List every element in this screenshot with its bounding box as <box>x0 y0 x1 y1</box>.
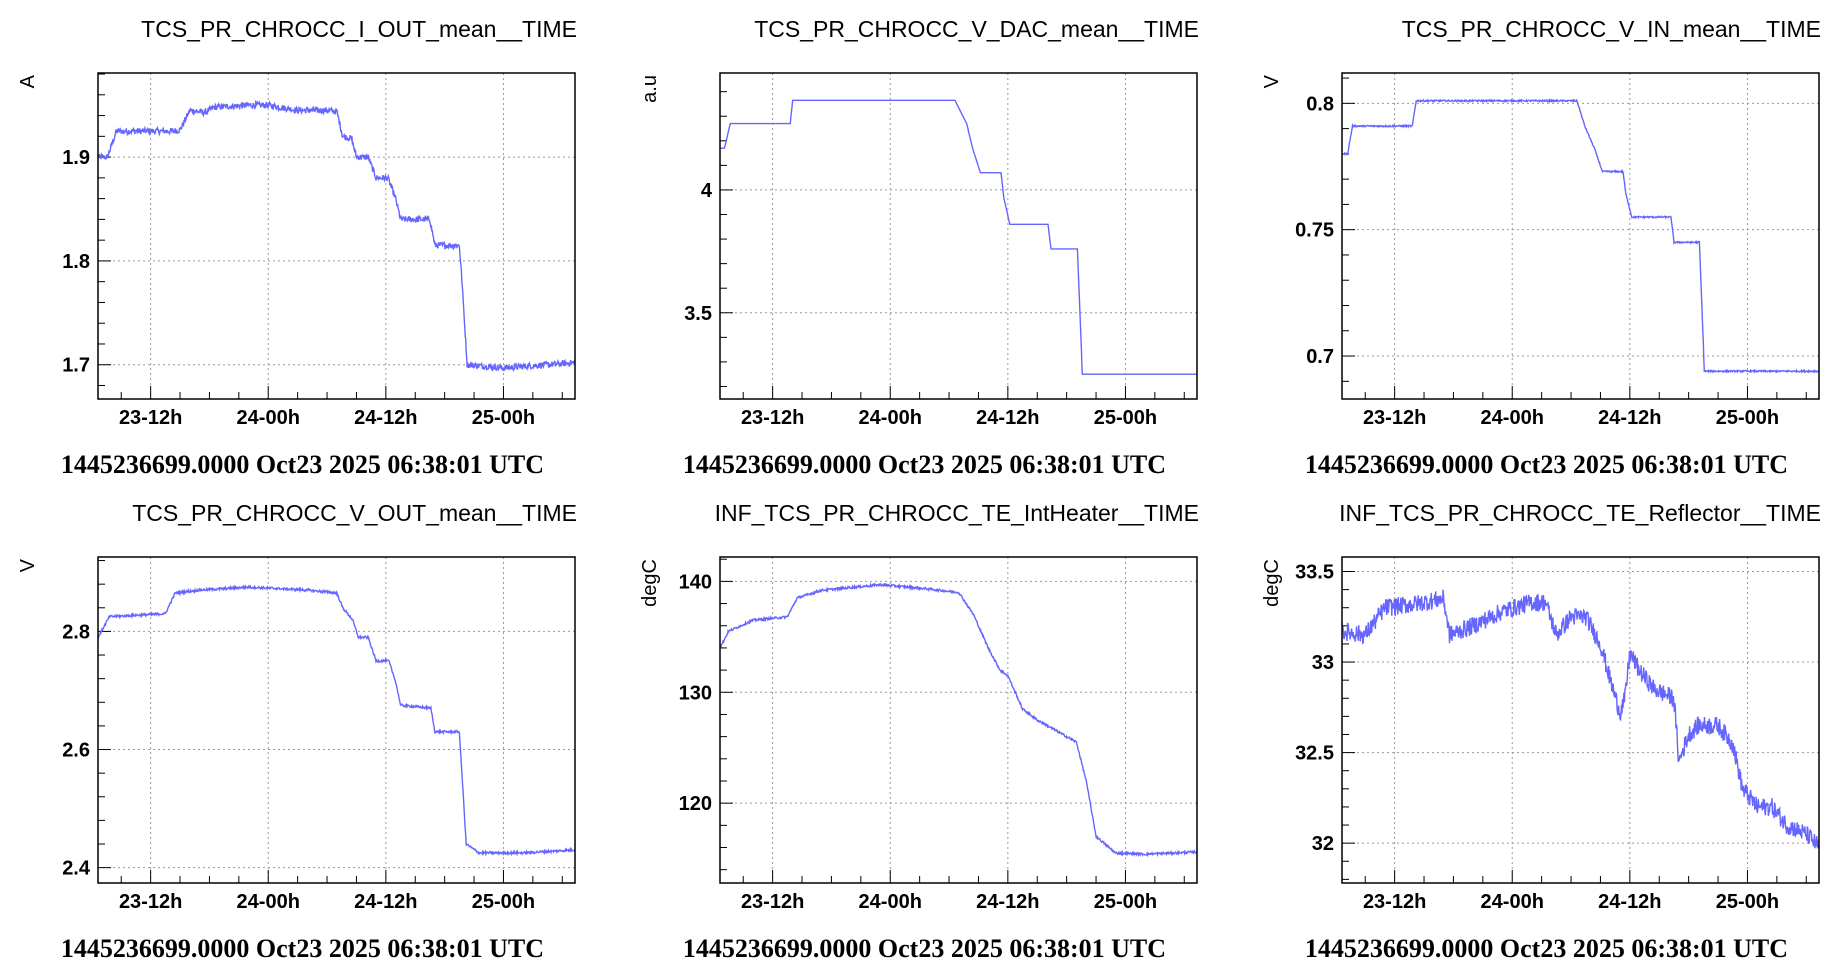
chart-panel: TCS_PR_CHROCC_V_IN_mean__TIME V 0.7 0.75 0.8… <box>1261 16 1821 479</box>
x-tick-label: 23-12h <box>1363 891 1426 913</box>
data-series-line <box>719 582 1198 858</box>
x-tick-label: 24-00h <box>859 407 922 429</box>
chart-title: TCS_PR_CHROCC_V_OUT_mean__TIME <box>132 500 577 526</box>
y-axis-label: a.u <box>639 75 661 103</box>
x-tick-label: 25-00h <box>472 407 535 429</box>
x-tick-label: 23-12h <box>741 891 804 913</box>
y-axis-label: A <box>17 74 39 88</box>
y-tick-label: 0.7 <box>1306 346 1334 368</box>
y-axis-label: V <box>1261 74 1283 88</box>
x-tick-label: 24-00h <box>237 891 300 913</box>
x-tick-label: 25-00h <box>1094 407 1157 429</box>
x-tick-label: 23-12h <box>1363 407 1426 429</box>
timestamp-footer: 1445236699.0000 Oct23 2025 06:38:01 UTC <box>61 450 544 479</box>
plot-frame <box>1341 556 1820 884</box>
data-series-line <box>1342 98 1819 374</box>
y-tick-label: 120 <box>679 793 712 815</box>
plot-frame <box>719 556 1198 884</box>
timestamp-footer: 1445236699.0000 Oct23 2025 06:38:01 UTC <box>1305 934 1788 962</box>
y-tick-label: 0.75 <box>1295 220 1334 242</box>
x-tick-label: 24-00h <box>237 407 300 429</box>
data-series-line <box>97 584 576 857</box>
timestamp-footer: 1445236699.0000 Oct23 2025 06:38:01 UTC <box>61 934 544 962</box>
x-tick-label: 24-12h <box>976 407 1039 429</box>
y-tick-label: 32.5 <box>1295 743 1334 765</box>
y-tick-label: 1.9 <box>62 147 90 169</box>
x-tick-label: 24-12h <box>354 407 417 429</box>
data-series-line <box>97 99 576 373</box>
timestamp-footer: 1445236699.0000 Oct23 2025 06:38:01 UTC <box>683 934 1166 962</box>
x-tick-label: 24-00h <box>859 891 922 913</box>
y-tick-label: 140 <box>679 571 712 593</box>
x-tick-label: 24-12h <box>976 891 1039 913</box>
y-tick-label: 32 <box>1312 833 1334 855</box>
x-tick-label: 24-00h <box>1481 407 1544 429</box>
plot-frame <box>1341 72 1820 400</box>
chart-title: INF_TCS_PR_CHROCC_TE_IntHeater__TIME <box>715 500 1199 526</box>
timestamp-footer: 1445236699.0000 Oct23 2025 06:38:01 UTC <box>683 450 1166 479</box>
chart-title: TCS_PR_CHROCC_V_DAC_mean__TIME <box>754 16 1199 42</box>
x-tick-label: 24-00h <box>1481 891 1544 913</box>
y-tick-label: 0.8 <box>1306 93 1334 115</box>
x-tick-label: 25-00h <box>1716 407 1779 429</box>
chart-panel: TCS_PR_CHROCC_V_OUT_mean__TIME V 2.4 2.6 2.8… <box>17 500 577 962</box>
chart-panel: INF_TCS_PR_CHROCC_TE_Reflector__TIME degC… <box>1261 500 1821 962</box>
chart-title: TCS_PR_CHROCC_V_IN_mean__TIME <box>1402 16 1821 42</box>
x-tick-label: 23-12h <box>741 407 804 429</box>
plot-frame <box>97 556 576 884</box>
data-series-line <box>720 99 1197 375</box>
y-tick-label: 2.8 <box>62 621 90 643</box>
y-tick-label: 33 <box>1312 652 1334 674</box>
chart-panel: TCS_PR_CHROCC_V_DAC_mean__TIME a.u 3.5 4 23-… <box>639 16 1199 479</box>
chart-title: INF_TCS_PR_CHROCC_TE_Reflector__TIME <box>1339 500 1821 526</box>
x-tick-label: 23-12h <box>119 891 182 913</box>
y-tick-label: 4 <box>701 180 713 202</box>
plot-frame <box>719 72 1198 400</box>
x-tick-label: 25-00h <box>1716 891 1779 913</box>
y-tick-label: 3.5 <box>684 303 712 325</box>
chart-panel: INF_TCS_PR_CHROCC_TE_IntHeater__TIME degC… <box>639 500 1199 962</box>
y-axis-label: degC <box>639 559 661 607</box>
x-tick-label: 24-12h <box>1598 891 1661 913</box>
y-axis-label: V <box>17 558 39 572</box>
y-tick-label: 2.6 <box>62 740 90 762</box>
x-tick-label: 25-00h <box>472 891 535 913</box>
y-axis-label: degC <box>1261 559 1283 607</box>
chart-title: TCS_PR_CHROCC_I_OUT_mean__TIME <box>141 16 577 42</box>
y-tick-label: 33.5 <box>1295 561 1334 583</box>
chart-panel: TCS_PR_CHROCC_I_OUT_mean__TIME A 1.7 1.8 1.9… <box>17 16 577 479</box>
data-series-line <box>1341 589 1820 849</box>
y-tick-label: 1.8 <box>62 251 90 273</box>
y-tick-label: 130 <box>679 682 712 704</box>
x-tick-label: 24-12h <box>1598 407 1661 429</box>
x-tick-label: 25-00h <box>1094 891 1157 913</box>
plot-frame <box>97 72 576 400</box>
timestamp-footer: 1445236699.0000 Oct23 2025 06:38:01 UTC <box>1305 450 1788 479</box>
x-tick-label: 23-12h <box>119 407 182 429</box>
y-tick-label: 2.4 <box>62 858 91 880</box>
y-tick-label: 1.7 <box>62 355 90 377</box>
x-tick-label: 24-12h <box>354 891 417 913</box>
